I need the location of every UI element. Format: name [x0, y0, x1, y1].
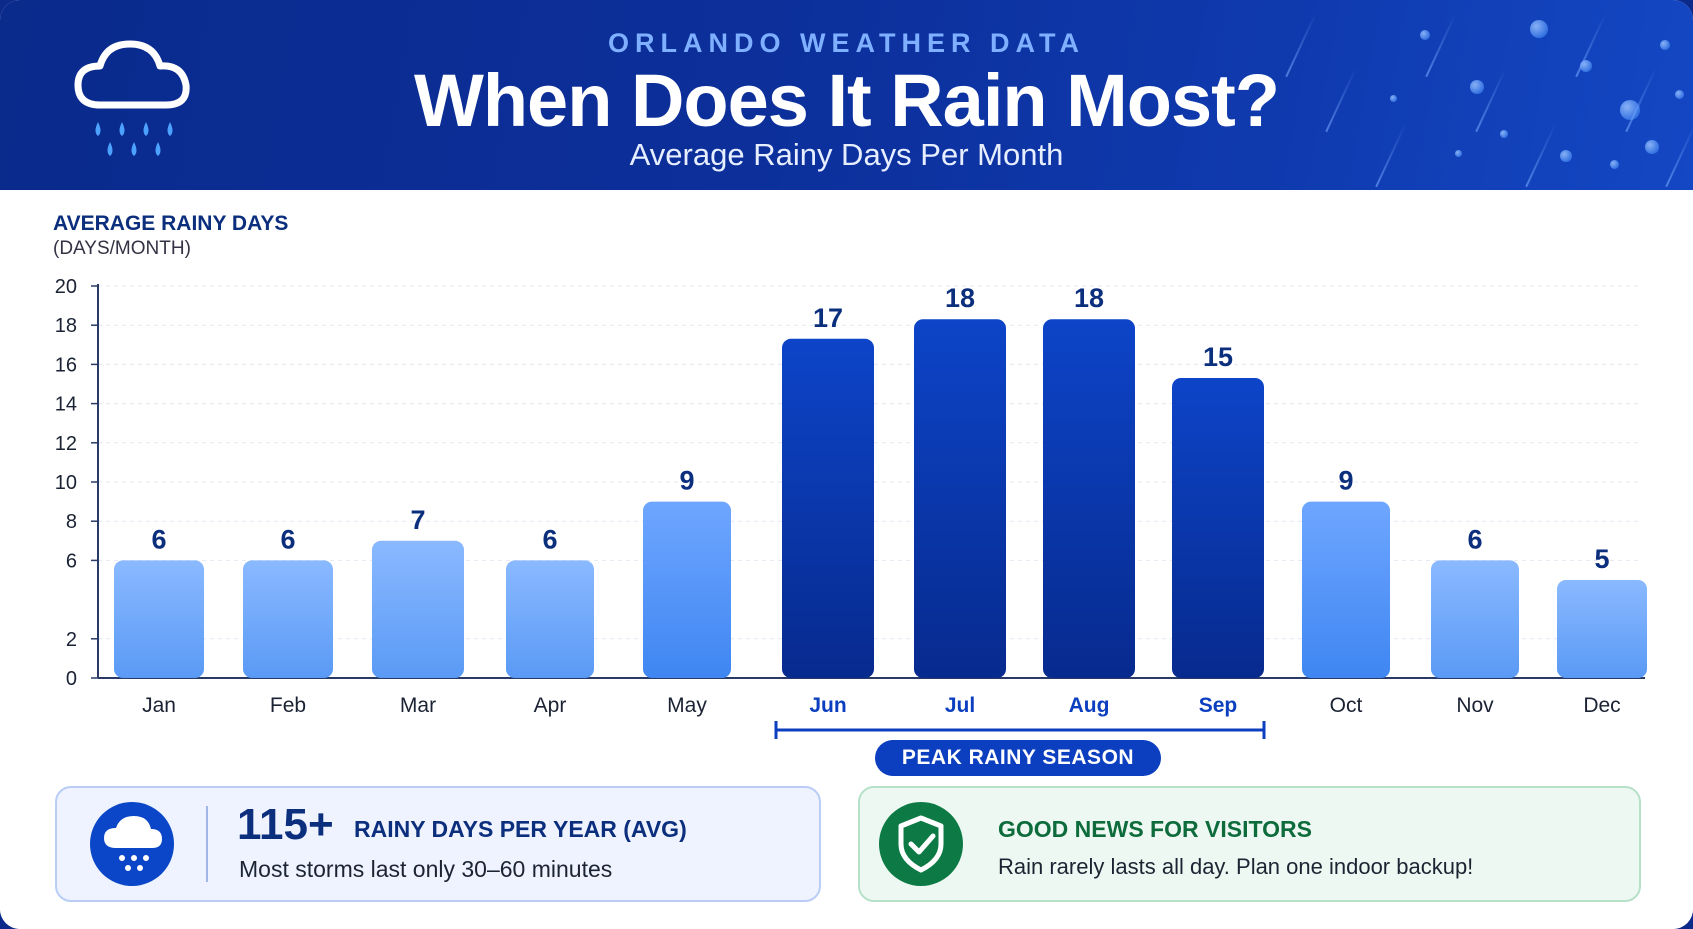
x-tick-label-apr: Apr	[534, 694, 567, 717]
bar-mar	[372, 540, 464, 678]
data-label-may: 9	[679, 466, 694, 496]
divider	[206, 806, 208, 882]
y-tick-label: 8	[66, 511, 77, 533]
bar-feb	[243, 560, 333, 678]
visitors-heading: GOOD NEWS FOR VISITORS	[998, 816, 1312, 842]
y-tick-label: 6	[66, 550, 77, 572]
cloud-rain-icon	[74, 40, 190, 156]
y-tick-label: 10	[55, 472, 77, 494]
data-label-aug: 18	[1074, 283, 1104, 313]
rainy-days-heading: RAINY DAYS PER YEAR (AVG)	[354, 816, 687, 842]
bar-may	[643, 501, 731, 678]
data-label-jul: 18	[945, 283, 975, 313]
cloud-rain-icon	[90, 802, 174, 886]
bar-aug	[1043, 319, 1135, 678]
data-label-oct: 9	[1338, 466, 1353, 496]
page-subtitle: Average Rainy Days Per Month	[629, 137, 1064, 172]
x-tick-label-oct: Oct	[1330, 694, 1363, 717]
raindrop	[1610, 160, 1619, 169]
raindrop	[1675, 90, 1684, 99]
bar-oct	[1302, 501, 1390, 678]
raindrop	[1455, 150, 1462, 157]
raindrop	[1560, 150, 1572, 162]
bar-jul	[914, 319, 1006, 678]
bar-nov	[1431, 560, 1519, 678]
x-tick-label-may: May	[667, 694, 707, 717]
x-tick-label-jul: Jul	[945, 694, 975, 717]
bar-jun	[782, 338, 874, 678]
y-tick-label: 18	[55, 315, 77, 337]
page-title: When Does It Rain Most?	[414, 59, 1280, 142]
x-tick-label-nov: Nov	[1456, 694, 1494, 717]
y-axis-title: AVERAGE RAINY DAYS	[53, 212, 289, 235]
bar-apr	[506, 560, 594, 678]
rainy-days-count: 115+	[237, 800, 334, 849]
raindrop	[1645, 140, 1659, 154]
y-tick-label: 2	[66, 629, 77, 651]
data-label-nov: 6	[1467, 524, 1482, 554]
bar-dec	[1557, 580, 1647, 678]
shield-check-icon	[879, 802, 963, 886]
x-tick-label-mar: Mar	[400, 694, 436, 717]
x-tick-label-aug: Aug	[1069, 694, 1110, 717]
data-label-sep: 15	[1203, 342, 1233, 372]
x-tick-label-sep: Sep	[1199, 694, 1238, 717]
x-tick-label-jan: Jan	[142, 694, 176, 717]
data-label-feb: 6	[280, 524, 295, 554]
raindrop	[1660, 40, 1670, 50]
x-tick-label-jun: Jun	[809, 694, 846, 717]
raindrop	[1420, 30, 1430, 40]
visitors-tip-card: GOOD NEWS FOR VISITORS Rain rarely lasts…	[858, 786, 1641, 902]
raindrop	[1500, 130, 1508, 138]
raindrop	[1390, 95, 1397, 102]
raindrop	[1470, 80, 1484, 94]
y-tick-label: 12	[55, 433, 77, 455]
bar-sep	[1172, 378, 1264, 678]
peak-season-label: PEAK RAINY SEASON	[875, 740, 1161, 776]
y-axis-unit: (DAYS/MONTH)	[53, 238, 191, 259]
y-tick-label: 0	[66, 668, 77, 690]
visitors-text: Rain rarely lasts all day. Plan one indo…	[998, 854, 1474, 879]
header-banner: ORLANDO WEATHER DATA When Does It Rain M…	[0, 0, 1693, 190]
storm-duration-text: Most storms last only 30–60 minutes	[239, 856, 613, 882]
y-tick-label: 20	[55, 276, 77, 298]
data-label-jun: 17	[813, 303, 843, 333]
kicker-text: ORLANDO WEATHER DATA	[608, 28, 1085, 58]
data-label-mar: 7	[410, 505, 425, 535]
data-label-jan: 6	[151, 524, 166, 554]
x-tick-label-dec: Dec	[1583, 694, 1620, 717]
x-tick-label-feb: Feb	[270, 694, 306, 717]
rainy-days-stat-card: 115+ RAINY DAYS PER YEAR (AVG) Most stor…	[55, 786, 821, 902]
bar-jan	[114, 560, 204, 678]
data-label-dec: 5	[1594, 544, 1609, 574]
y-tick-label: 14	[55, 394, 77, 416]
raindrop	[1530, 20, 1548, 38]
data-label-apr: 6	[542, 524, 557, 554]
y-tick-label: 16	[55, 354, 77, 376]
